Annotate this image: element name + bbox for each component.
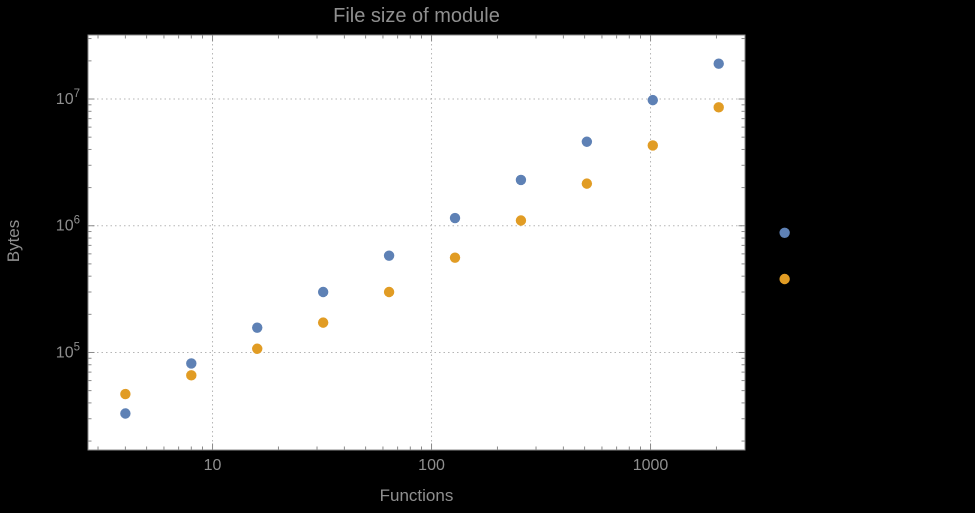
data-point-blue bbox=[252, 322, 263, 333]
y-tick-label: 105 bbox=[56, 341, 80, 361]
plot-area bbox=[88, 35, 745, 450]
x-tick-label: 10 bbox=[204, 457, 222, 474]
data-point-orange bbox=[120, 388, 131, 400]
data-point-blue bbox=[779, 227, 790, 238]
data-point-blue bbox=[120, 408, 131, 419]
data-point-blue bbox=[449, 212, 461, 224]
x-tick-label: 100 bbox=[418, 457, 445, 474]
chart-title: File size of module bbox=[333, 5, 500, 27]
data-point-orange bbox=[383, 286, 395, 298]
data-point-orange bbox=[581, 178, 593, 189]
data-point-blue bbox=[581, 136, 593, 147]
data-point-blue bbox=[383, 250, 395, 261]
data-point-blue bbox=[317, 286, 329, 298]
x-axis-label: Functions bbox=[379, 486, 454, 505]
data-point-orange bbox=[317, 317, 329, 328]
data-point-orange bbox=[449, 252, 461, 263]
data-point-orange bbox=[186, 370, 197, 381]
data-point-orange bbox=[252, 343, 263, 354]
x-tick-label: 1000 bbox=[633, 457, 669, 474]
data-point-blue bbox=[647, 94, 658, 106]
data-point-orange bbox=[515, 215, 527, 226]
data-point-orange bbox=[647, 140, 658, 151]
data-point-blue bbox=[515, 174, 527, 186]
data-point-blue bbox=[713, 58, 724, 69]
y-axis-label: Bytes bbox=[4, 219, 23, 263]
data-point-orange bbox=[779, 273, 790, 285]
data-point-blue bbox=[186, 358, 197, 369]
y-tick-label: 107 bbox=[56, 88, 80, 108]
data-point-orange bbox=[713, 102, 724, 113]
y-tick-label: 106 bbox=[56, 215, 80, 235]
plot-frame bbox=[87, 34, 746, 451]
